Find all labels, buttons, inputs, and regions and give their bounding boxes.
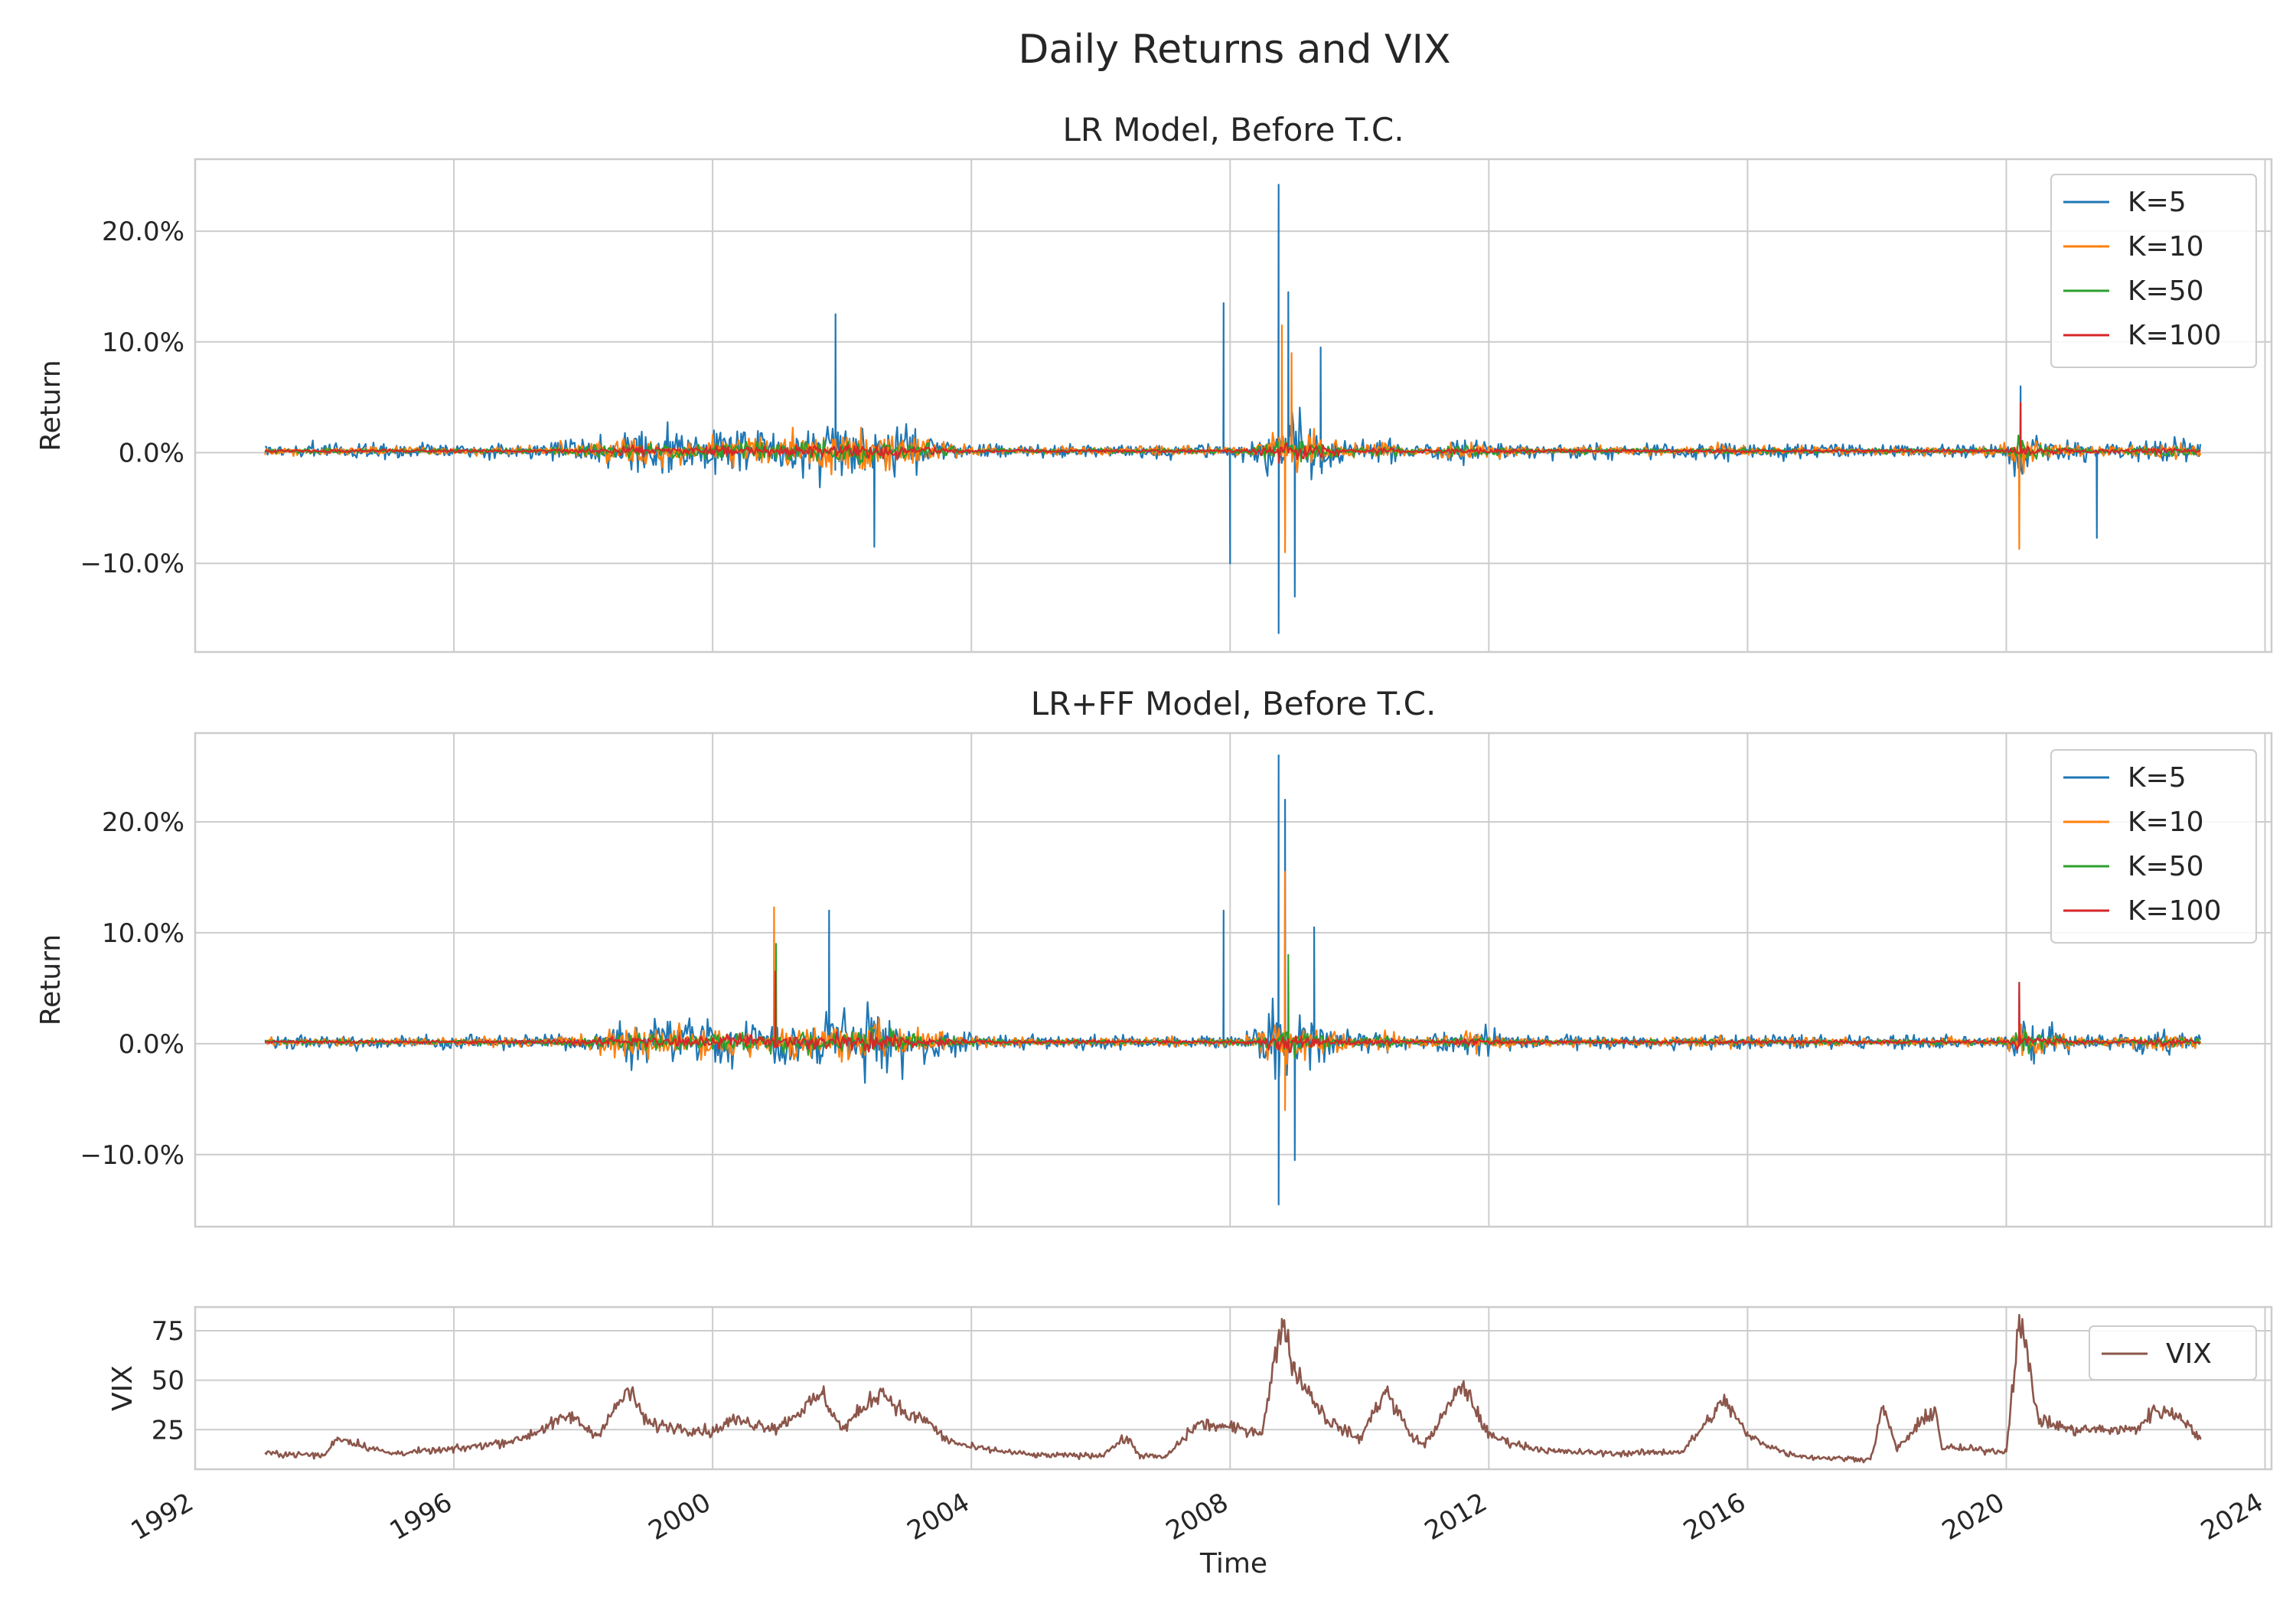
y-tick-label: 20.0%	[102, 807, 184, 838]
legend: VIX	[2089, 1325, 2257, 1380]
plot-area	[195, 1307, 2272, 1469]
legend: K=5 K=10 K=50 K=100	[2050, 749, 2257, 944]
panels: −10.0% 0.0% 10.0% 20.0% LR Model, Before T.C…	[35, 111, 2273, 1471]
figure-suptitle: Daily Returns and VIX	[1018, 27, 1450, 73]
panel-3: 25 50 75 VIX VIX	[107, 1305, 2273, 1471]
y-tick-label: −10.0%	[80, 549, 185, 579]
y-tick-label: 0.0%	[119, 438, 184, 469]
legend-label: K=5	[2128, 187, 2187, 218]
y-tick-label: 75	[152, 1316, 184, 1347]
y-tick-label: 10.0%	[102, 328, 184, 358]
y-axis-label: Return	[35, 360, 67, 451]
plot-area	[195, 159, 2272, 652]
series-line-k50	[264, 434, 2201, 465]
legend-label: K=100	[2128, 895, 2221, 927]
y-axis-label: Return	[35, 934, 67, 1025]
x-axis-label: Time	[1199, 1548, 1267, 1579]
legend-box	[2050, 174, 2257, 368]
legend-label: K=50	[2128, 851, 2204, 882]
axes-frame	[194, 732, 2273, 1228]
y-tick-label: 10.0%	[102, 918, 184, 949]
panel-title: LR+FF Model, Before T.C.	[1031, 685, 1437, 722]
series-line-vix	[264, 1314, 2202, 1464]
legend-label: K=50	[2128, 275, 2204, 307]
y-tick-label: 20.0%	[102, 217, 184, 247]
panel-1: −10.0% 0.0% 10.0% 20.0% LR Model, Before T.C…	[35, 111, 2273, 654]
legend-label: K=5	[2128, 762, 2187, 794]
axes-frame	[194, 1305, 2273, 1471]
axes-frame	[194, 158, 2273, 654]
legend-label: VIX	[2166, 1338, 2212, 1370]
y-tick-label: 25	[152, 1415, 184, 1446]
panel-2: −10.0% 0.0% 10.0% 20.0% LR+FF Model, Before …	[35, 685, 2273, 1228]
series-line-k100	[264, 402, 2201, 464]
legend: K=5 K=10 K=50 K=100	[2050, 174, 2257, 368]
plot-area	[195, 733, 2272, 1227]
y-tick-label: 0.0%	[119, 1029, 184, 1060]
legend-label: K=100	[2128, 320, 2221, 351]
legend-box	[2050, 749, 2257, 944]
legend-label: K=10	[2128, 231, 2204, 262]
series-group	[264, 184, 2202, 634]
panel-title: LR Model, Before T.C.	[1062, 111, 1404, 148]
series-group	[264, 1314, 2202, 1464]
series-group	[264, 754, 2202, 1206]
y-tick-label: 50	[152, 1366, 184, 1397]
series-line-k100	[264, 970, 2201, 1054]
y-tick-label: −10.0%	[80, 1140, 185, 1171]
legend-box	[2089, 1325, 2257, 1380]
y-axis-label: VIX	[107, 1365, 139, 1411]
legend-label: K=10	[2128, 807, 2204, 838]
